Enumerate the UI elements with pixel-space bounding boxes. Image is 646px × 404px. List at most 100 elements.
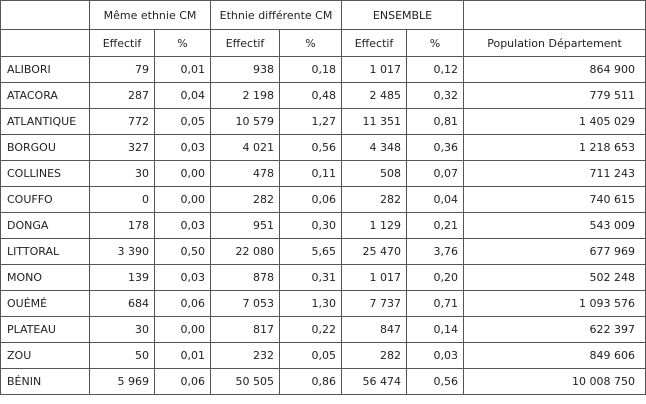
department-population: 622 397 (463, 316, 646, 343)
same-ethnicity-count: 684 (89, 290, 155, 317)
different-ethnicity-count: 817 (210, 316, 281, 343)
sub-header-empty (0, 29, 90, 57)
table-row: PLATEAU 30 0,00 817 0,22 847 0,14 622 39… (0, 316, 646, 343)
sub-header-row: Effectif % Effectif % Effectif % Populat… (0, 29, 646, 57)
total-percent: 0,36 (406, 134, 465, 161)
different-ethnicity-percent: 1,30 (279, 290, 343, 317)
different-ethnicity-count: 4 021 (210, 134, 281, 161)
group-header-empty (463, 0, 646, 30)
same-ethnicity-percent: 0,03 (153, 264, 212, 291)
table-row: ATACORA 287 0,04 2 198 0,48 2 485 0,32 7… (0, 82, 646, 109)
group-header-total: ENSEMBLE (341, 0, 465, 30)
same-ethnicity-count: 5 969 (89, 368, 155, 395)
same-ethnicity-count: 327 (89, 134, 155, 161)
same-ethnicity-percent: 0,01 (153, 56, 212, 83)
same-ethnicity-count: 30 (89, 316, 155, 343)
department-name: ATLANTIQUE (0, 108, 90, 135)
group-header-different-ethnicity: Ethnie différente CM (210, 0, 343, 30)
same-ethnicity-count: 79 (89, 56, 155, 83)
total-percent: 0,04 (406, 186, 465, 213)
different-ethnicity-percent: 0,06 (279, 186, 343, 213)
department-name: OUÉMÉ (0, 290, 90, 317)
same-ethnicity-percent: 0,00 (153, 316, 212, 343)
different-ethnicity-percent: 1,27 (279, 108, 343, 135)
sub-header-cell: Effectif (341, 29, 408, 57)
same-ethnicity-percent: 0,06 (153, 368, 212, 395)
sub-header-cell: Effectif (210, 29, 281, 57)
department-name: BÉNIN (0, 368, 90, 395)
different-ethnicity-count: 282 (210, 186, 281, 213)
department-name: ALIBORI (0, 56, 90, 83)
total-count: 282 (341, 342, 408, 369)
total-count: 7 737 (341, 290, 408, 317)
different-ethnicity-count: 10 579 (210, 108, 281, 135)
different-ethnicity-percent: 0,30 (279, 212, 343, 239)
different-ethnicity-count: 2 198 (210, 82, 281, 109)
department-population: 740 615 (463, 186, 646, 213)
data-table: Même ethnie CM Ethnie différente CM ENSE… (0, 0, 646, 395)
department-population: 677 969 (463, 238, 646, 265)
department-population: 849 606 (463, 342, 646, 369)
total-percent: 3,76 (406, 238, 465, 265)
total-count: 282 (341, 186, 408, 213)
department-population: 1 093 576 (463, 290, 646, 317)
table-row: COLLINES 30 0,00 478 0,11 508 0,07 711 2… (0, 160, 646, 187)
department-name: BORGOU (0, 134, 90, 161)
different-ethnicity-count: 878 (210, 264, 281, 291)
table-row: ZOU 50 0,01 232 0,05 282 0,03 849 606 (0, 342, 646, 369)
total-percent: 0,32 (406, 82, 465, 109)
sub-header-cell: % (406, 29, 465, 57)
department-name: COLLINES (0, 160, 90, 187)
total-count: 508 (341, 160, 408, 187)
same-ethnicity-count: 30 (89, 160, 155, 187)
same-ethnicity-percent: 0,50 (153, 238, 212, 265)
table-row: MONO 139 0,03 878 0,31 1 017 0,20 502 24… (0, 264, 646, 291)
department-population: 864 900 (463, 56, 646, 83)
same-ethnicity-count: 50 (89, 342, 155, 369)
department-population: 1 218 653 (463, 134, 646, 161)
total-count: 25 470 (341, 238, 408, 265)
total-percent: 0,14 (406, 316, 465, 343)
same-ethnicity-count: 772 (89, 108, 155, 135)
department-population: 779 511 (463, 82, 646, 109)
total-count: 4 348 (341, 134, 408, 161)
total-count: 1 129 (341, 212, 408, 239)
corner-cell (0, 0, 90, 30)
same-ethnicity-count: 0 (89, 186, 155, 213)
department-population: 543 009 (463, 212, 646, 239)
different-ethnicity-count: 478 (210, 160, 281, 187)
same-ethnicity-percent: 0,00 (153, 160, 212, 187)
same-ethnicity-count: 3 390 (89, 238, 155, 265)
sub-header-cell: % (279, 29, 343, 57)
table-row: BORGOU 327 0,03 4 021 0,56 4 348 0,36 1 … (0, 134, 646, 161)
different-ethnicity-count: 50 505 (210, 368, 281, 395)
different-ethnicity-percent: 0,86 (279, 368, 343, 395)
same-ethnicity-percent: 0,06 (153, 290, 212, 317)
same-ethnicity-percent: 0,03 (153, 134, 212, 161)
department-population: 711 243 (463, 160, 646, 187)
same-ethnicity-count: 178 (89, 212, 155, 239)
table-row: ALIBORI 79 0,01 938 0,18 1 017 0,12 864 … (0, 56, 646, 83)
different-ethnicity-count: 938 (210, 56, 281, 83)
total-percent: 0,03 (406, 342, 465, 369)
department-name: ATACORA (0, 82, 90, 109)
total-count: 1 017 (341, 56, 408, 83)
different-ethnicity-percent: 0,11 (279, 160, 343, 187)
different-ethnicity-percent: 0,05 (279, 342, 343, 369)
same-ethnicity-percent: 0,04 (153, 82, 212, 109)
total-percent: 0,56 (406, 368, 465, 395)
total-count: 2 485 (341, 82, 408, 109)
different-ethnicity-percent: 0,48 (279, 82, 343, 109)
department-name: MONO (0, 264, 90, 291)
total-count: 1 017 (341, 264, 408, 291)
different-ethnicity-count: 7 053 (210, 290, 281, 317)
different-ethnicity-percent: 0,18 (279, 56, 343, 83)
total-percent: 0,20 (406, 264, 465, 291)
table-row: ATLANTIQUE 772 0,05 10 579 1,27 11 351 0… (0, 108, 646, 135)
same-ethnicity-percent: 0,05 (153, 108, 212, 135)
total-count: 11 351 (341, 108, 408, 135)
different-ethnicity-percent: 0,56 (279, 134, 343, 161)
same-ethnicity-count: 139 (89, 264, 155, 291)
department-name: ZOU (0, 342, 90, 369)
total-count: 56 474 (341, 368, 408, 395)
